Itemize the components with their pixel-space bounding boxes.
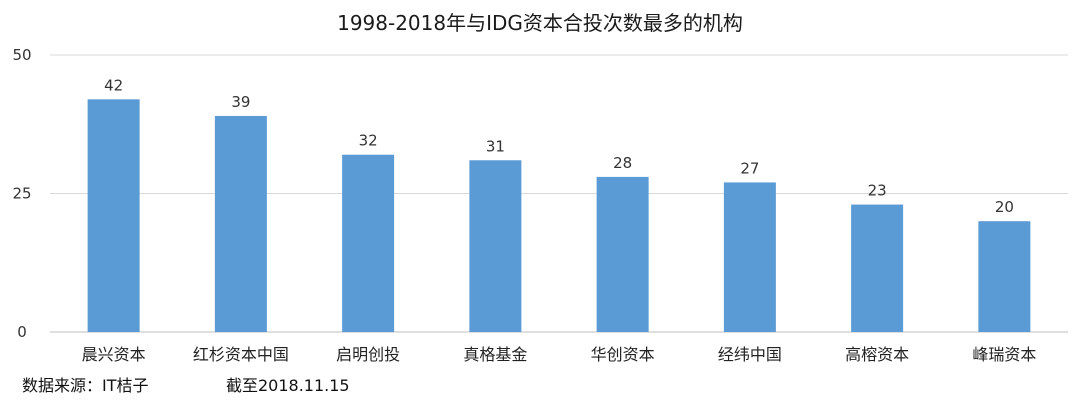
data-labels: 42 39 32 31 28 27 23 20 bbox=[104, 76, 1014, 216]
bar bbox=[214, 115, 267, 332]
source-note: 数据来源：IT桔子 bbox=[22, 376, 149, 395]
chart-title: 1998-2018年与IDG资本合投次数最多的机构 bbox=[337, 11, 743, 35]
bar bbox=[342, 154, 395, 332]
category-label: 华创资本 bbox=[591, 345, 655, 364]
bar bbox=[851, 204, 904, 332]
category-label: 红杉资本中国 bbox=[193, 345, 289, 364]
bar-value-label: 23 bbox=[868, 182, 887, 200]
bar-value-label: 32 bbox=[359, 132, 378, 150]
category-label: 高榕资本 bbox=[845, 345, 909, 364]
bar-value-label: 28 bbox=[613, 154, 632, 172]
bar bbox=[723, 182, 776, 332]
y-tick-label: 50 bbox=[12, 46, 31, 64]
category-label: 经纬中国 bbox=[718, 345, 782, 364]
bar-value-label: 31 bbox=[486, 137, 505, 155]
y-tick-label: 0 bbox=[17, 323, 27, 341]
y-tick-label: 25 bbox=[12, 185, 31, 203]
bar bbox=[596, 176, 649, 332]
category-label: 峰瑞资本 bbox=[972, 345, 1036, 364]
bar bbox=[87, 99, 140, 332]
date-note: 截至2018.11.15 bbox=[226, 376, 350, 395]
y-axis-ticks: 0 25 50 bbox=[12, 46, 31, 341]
category-label: 真格基金 bbox=[463, 345, 527, 364]
bar bbox=[469, 160, 522, 332]
bar-value-label: 20 bbox=[995, 198, 1014, 216]
bars bbox=[87, 99, 1031, 332]
x-axis-categories: 晨兴资本 红杉资本中国 启明创投 真格基金 华创资本 经纬中国 高榕资本 峰瑞资本 bbox=[82, 345, 1037, 364]
category-label: 启明创投 bbox=[336, 345, 400, 364]
bar-value-label: 27 bbox=[740, 159, 759, 177]
gridlines bbox=[50, 54, 1068, 333]
bar-value-label: 42 bbox=[104, 76, 123, 94]
bar-value-label: 39 bbox=[231, 93, 250, 111]
category-label: 晨兴资本 bbox=[82, 345, 146, 364]
bar bbox=[978, 221, 1031, 332]
